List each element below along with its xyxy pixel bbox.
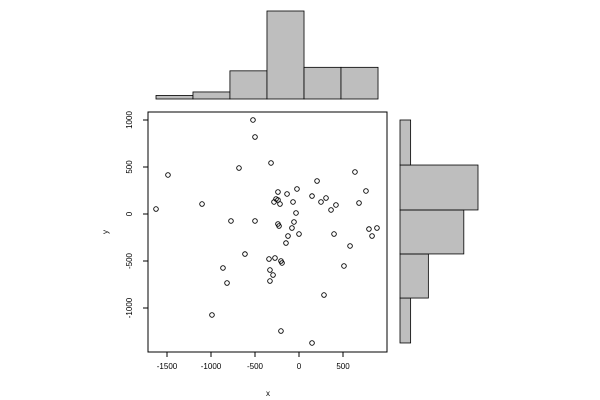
histogram-bar xyxy=(399,164,479,211)
point xyxy=(331,231,337,237)
point xyxy=(333,202,339,208)
point xyxy=(252,134,258,140)
point xyxy=(224,280,230,286)
point xyxy=(284,191,290,197)
point xyxy=(323,195,329,201)
y-tick-label: -500 xyxy=(125,252,134,269)
histogram-bar xyxy=(192,91,231,100)
point xyxy=(285,233,291,239)
point xyxy=(283,240,289,246)
point xyxy=(294,186,300,192)
histogram-bar xyxy=(266,10,305,100)
histogram-bar xyxy=(399,209,465,255)
point xyxy=(268,160,274,166)
point xyxy=(228,218,234,224)
histogram-bar xyxy=(340,66,379,100)
point xyxy=(341,263,347,269)
point xyxy=(366,226,372,232)
point xyxy=(220,265,226,271)
point xyxy=(291,219,297,225)
histogram-bar xyxy=(399,253,429,299)
point xyxy=(199,201,205,207)
x-tick-label: -1500 xyxy=(157,362,178,371)
y-tick-label: 1000 xyxy=(125,111,134,129)
point xyxy=(267,278,273,284)
histogram-bar xyxy=(303,66,342,100)
point xyxy=(363,188,369,194)
point xyxy=(266,256,272,262)
point xyxy=(252,218,258,224)
point xyxy=(290,199,296,205)
histogram-bar xyxy=(155,95,194,100)
point xyxy=(328,207,334,213)
y-tick-label: -1000 xyxy=(125,297,134,318)
x-axis-label: x xyxy=(266,389,270,398)
point xyxy=(318,199,324,205)
point xyxy=(369,233,375,239)
histogram-bar xyxy=(399,119,412,166)
point xyxy=(165,172,171,178)
point xyxy=(275,197,281,203)
point xyxy=(209,312,215,318)
point xyxy=(270,272,276,278)
point xyxy=(309,340,315,346)
point xyxy=(347,243,353,249)
point xyxy=(267,267,273,273)
point xyxy=(293,210,299,216)
point xyxy=(278,328,284,334)
point xyxy=(250,117,256,123)
point xyxy=(321,292,327,298)
point xyxy=(314,178,320,184)
y-tick-label: 0 xyxy=(125,211,134,216)
point xyxy=(296,231,302,237)
point xyxy=(276,223,282,229)
plot-frame xyxy=(147,111,388,353)
point xyxy=(272,255,278,261)
point xyxy=(289,225,295,231)
x-tick-label: -1000 xyxy=(201,362,222,371)
x-tick-label: 500 xyxy=(336,362,350,371)
point xyxy=(153,206,159,212)
point xyxy=(352,169,358,175)
point xyxy=(356,200,362,206)
y-tick-label: 500 xyxy=(125,160,134,174)
point xyxy=(279,260,285,266)
point xyxy=(309,193,315,199)
histogram-bar xyxy=(229,70,268,100)
point xyxy=(374,225,380,231)
point xyxy=(236,165,242,171)
y-axis-label: y xyxy=(101,230,110,234)
histogram-bar xyxy=(399,297,412,344)
x-tick-label: -500 xyxy=(247,362,264,371)
point xyxy=(275,189,281,195)
x-tick-label: 0 xyxy=(297,362,302,371)
point xyxy=(242,251,248,257)
